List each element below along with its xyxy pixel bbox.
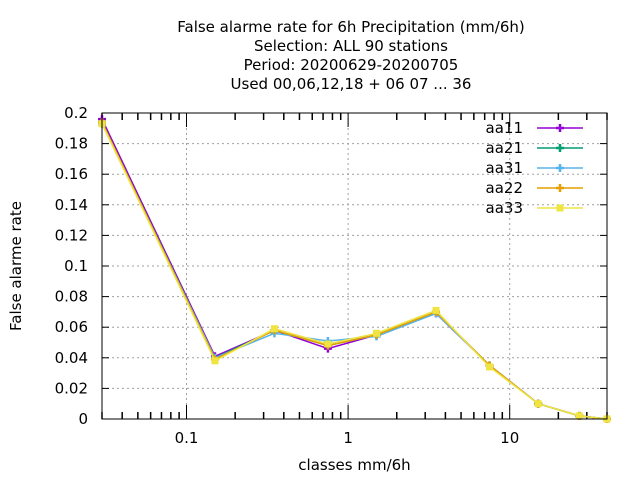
series-group <box>98 115 611 423</box>
data-point <box>556 144 564 152</box>
data-point <box>556 124 564 132</box>
y-tick-label: 0.04 <box>55 349 88 367</box>
y-tick-label: 0.18 <box>55 135 88 153</box>
series-line <box>101 123 608 420</box>
y-tick-labels: 0 0.02 0.04 0.06 0.08 0.1 0.12 0.14 0.16 0.18 0.2 <box>55 104 88 428</box>
series-aa11 <box>98 115 611 423</box>
series-line <box>101 123 608 420</box>
y-tick-label: 0.1 <box>64 257 88 275</box>
data-point <box>534 400 542 408</box>
x-tick-label: 1 <box>343 429 353 447</box>
data-point <box>432 306 440 314</box>
y-tick-label: 0.06 <box>55 318 88 336</box>
legend: aa11 aa21 aa31 aa22 aa33 <box>486 119 583 217</box>
data-point <box>556 164 564 172</box>
data-point <box>211 357 219 365</box>
legend-label: aa11 <box>486 119 523 137</box>
legend-label: aa33 <box>486 199 523 217</box>
data-point <box>324 340 332 348</box>
title-line: Period: 20200629-20200705 <box>244 56 459 74</box>
data-point <box>373 329 381 337</box>
y-axis-label: False alarme rate <box>7 201 25 331</box>
y-tick-label: 0.2 <box>64 104 88 122</box>
legend-label: aa21 <box>486 139 523 157</box>
x-tick-label: 10 <box>500 429 519 447</box>
series-line <box>101 118 608 420</box>
y-tick-label: 0.14 <box>55 196 88 214</box>
y-tick-label: 0.02 <box>55 379 88 397</box>
x-tick-label: 0.1 <box>175 429 199 447</box>
data-point <box>556 184 564 192</box>
title-line: Selection: ALL 90 stations <box>254 37 448 55</box>
data-point <box>575 412 583 420</box>
legend-label: aa31 <box>486 159 523 177</box>
data-point <box>270 325 278 333</box>
legend-label: aa22 <box>486 179 523 197</box>
x-tick-labels: 0.1 1 10 <box>175 429 520 447</box>
data-point <box>556 204 564 212</box>
y-tick-label: 0 <box>78 410 88 428</box>
x-axis-label: classes mm/6h <box>298 456 410 474</box>
y-tick-label: 0.12 <box>55 226 88 244</box>
title-line: Used 00,06,12,18 + 06 07 ... 36 <box>231 75 472 93</box>
title-line: False alarme rate for 6h Precipitation (… <box>177 18 525 36</box>
data-point <box>486 363 494 371</box>
y-tick-label: 0.16 <box>55 165 88 183</box>
grid <box>102 113 607 419</box>
series-line <box>101 121 608 420</box>
series-line <box>101 121 608 420</box>
chart-title: False alarme rate for 6h Precipitation (… <box>177 18 525 93</box>
plot-frame <box>101 112 608 420</box>
y-tick-label: 0.08 <box>55 288 88 306</box>
